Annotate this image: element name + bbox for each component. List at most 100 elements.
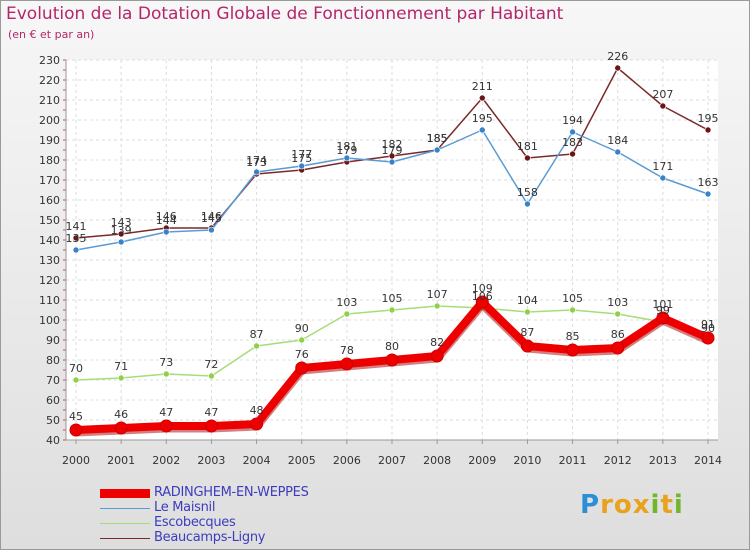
data-label-le-maisnil: 144 [156,214,177,227]
y-tick-label: 190 [39,134,60,147]
data-point-escobecques [298,336,306,344]
y-tick-label: 100 [39,314,60,327]
data-label-radinghem-en-weppes: 48 [250,404,264,417]
data-point-le-maisnil [388,158,396,166]
data-label-escobecques: 99 [656,304,670,317]
legend-swatch-le-maisnil [100,508,150,509]
logo-letter: t [660,490,674,520]
data-label-escobecques: 90 [295,322,309,335]
x-tick-label: 2005 [288,454,316,467]
data-label-radinghem-en-weppes: 80 [385,340,399,353]
y-tick-label: 220 [39,74,60,87]
data-label-escobecques: 71 [114,360,128,373]
data-point-radinghem-en-weppes [204,419,218,433]
legend-label-le-maisnil: Le Maisnil [154,500,216,515]
data-label-beaucamps-ligny: 207 [652,88,673,101]
data-point-escobecques [343,310,351,318]
data-label-beaucamps-ligny: 226 [607,50,628,63]
y-tick-label: 170 [39,174,60,187]
x-tick-label: 2008 [423,454,451,467]
data-label-radinghem-en-weppes: 91 [701,318,715,331]
data-point-escobecques [72,376,80,384]
data-point-escobecques [117,374,125,382]
plot-area [66,60,718,440]
data-label-le-maisnil: 139 [111,224,132,237]
data-label-escobecques: 90 [701,322,715,335]
data-point-escobecques [253,342,260,350]
data-point-radinghem-en-weppes [611,341,625,355]
data-point-escobecques [162,370,170,378]
data-point-beaucamps-ligny [117,230,125,238]
data-label-beaucamps-ligny: 173 [246,156,267,169]
data-point-radinghem-en-weppes [656,311,670,325]
legend: RADINGHEM-EN-WEPPES Le Maisnil Escobecqu… [100,485,400,546]
data-point-le-maisnil [117,238,125,246]
y-tick-label: 50 [46,414,60,427]
data-label-le-maisnil: 174 [246,154,267,167]
logo-letter: P [580,490,601,520]
x-tick-label: 2011 [559,454,587,467]
data-label-beaucamps-ligny: 211 [472,80,493,93]
x-tick-label: 2003 [197,454,225,467]
data-point-radinghem-en-weppes [385,353,399,367]
data-point-le-maisnil [72,246,80,254]
x-tick-label: 2006 [333,454,361,467]
data-point-escobecques [433,302,441,310]
data-label-le-maisnil: 177 [291,148,312,161]
data-point-radinghem-en-weppes [69,423,83,437]
data-label-escobecques: 106 [472,290,493,303]
data-label-le-maisnil: 181 [336,140,357,153]
data-point-le-maisnil [659,174,667,182]
data-point-beaucamps-ligny [614,64,622,72]
data-label-escobecques: 70 [69,362,83,375]
data-label-escobecques: 73 [159,356,173,369]
data-label-le-maisnil: 194 [562,114,583,127]
data-point-beaucamps-ligny [524,154,531,162]
x-tick-label: 2001 [107,454,135,467]
data-point-le-maisnil [343,154,351,162]
y-tick-label: 70 [46,374,60,387]
data-point-le-maisnil [569,128,576,136]
data-point-escobecques [524,308,531,316]
logo-letter: x [632,490,651,520]
legend-swatch-radinghem [100,489,150,498]
data-label-beaucamps-ligny: 141 [66,220,87,233]
y-tick-label: 60 [46,394,60,407]
y-tick-label: 90 [46,334,60,347]
y-tick-label: 80 [46,354,60,367]
legend-item-le-maisnil: Le Maisnil [100,500,400,516]
chart-title: Evolution de la Dotation Globale de Fonc… [6,4,564,24]
y-tick-label: 210 [39,94,60,107]
y-tick-label: 160 [39,194,60,207]
data-point-le-maisnil [208,226,215,234]
data-label-beaucamps-ligny: 183 [562,136,583,149]
data-point-le-maisnil [253,168,260,176]
x-tick-label: 2012 [604,454,632,467]
data-point-radinghem-en-weppes [430,349,444,363]
data-point-radinghem-en-weppes [701,331,715,345]
data-label-escobecques: 105 [382,292,403,305]
data-label-le-maisnil: 179 [382,144,403,157]
data-label-le-maisnil: 158 [517,186,538,199]
y-tick-label: 130 [39,254,60,267]
data-point-beaucamps-ligny [72,234,80,242]
logo-letter: r [600,490,614,520]
y-tick-label: 40 [46,434,60,447]
data-point-radinghem-en-weppes [566,343,580,357]
data-point-le-maisnil [433,146,441,154]
data-label-le-maisnil: 185 [427,132,448,145]
data-point-le-maisnil [162,228,170,236]
data-label-beaucamps-ligny: 175 [291,152,312,165]
x-tick-label: 2002 [152,454,180,467]
data-point-beaucamps-ligny [569,150,576,158]
data-point-radinghem-en-weppes [340,357,354,371]
y-tick-label: 110 [39,294,60,307]
y-tick-label: 180 [39,154,60,167]
x-tick-label: 2014 [694,454,722,467]
data-point-radinghem-en-weppes [520,339,534,353]
data-point-escobecques [569,306,576,314]
data-point-escobecques [208,372,215,380]
data-point-radinghem-en-weppes [114,421,128,435]
data-point-le-maisnil [704,190,712,198]
